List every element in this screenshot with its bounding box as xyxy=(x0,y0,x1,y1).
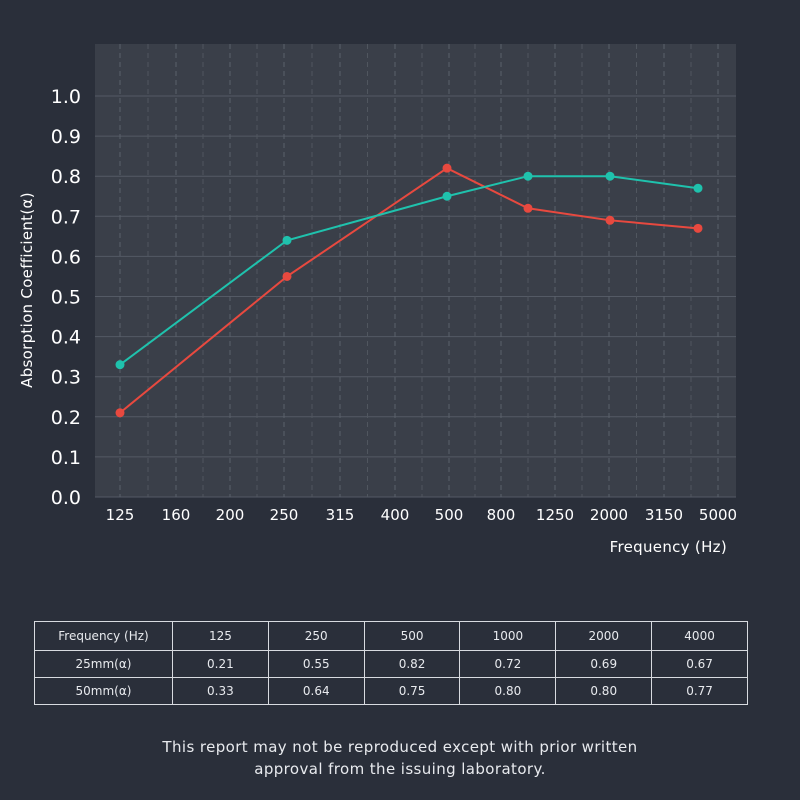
x-tick-label: 400 xyxy=(381,506,410,524)
x-tick-label: 250 xyxy=(270,506,299,524)
y-tick-label: 0.7 xyxy=(51,206,81,228)
disclaimer-footer: This report may not be reproduced except… xyxy=(0,736,800,780)
data-point xyxy=(282,271,292,281)
data-point xyxy=(693,183,703,193)
table-cell: 0.82 xyxy=(363,650,461,678)
table-cell: 0.80 xyxy=(459,677,557,705)
table-header-cell: 1000 xyxy=(459,621,557,651)
x-tick-label: 5000 xyxy=(699,506,737,524)
table-cell: 25mm(α) xyxy=(34,650,173,678)
table-header-row: Frequency (Hz) 125 250 500 1000 2000 400… xyxy=(34,621,748,651)
table-cell: 0.72 xyxy=(459,650,557,678)
disclaimer-line: approval from the issuing laboratory. xyxy=(254,760,546,778)
table-cell: 0.77 xyxy=(651,677,748,705)
table-cell: 0.75 xyxy=(363,677,461,705)
disclaimer-line: This report may not be reproduced except… xyxy=(162,738,638,756)
data-point xyxy=(523,171,533,181)
y-tick-label: 0.1 xyxy=(51,447,81,469)
data-table: Frequency (Hz) 125 250 500 1000 2000 400… xyxy=(34,621,748,705)
x-tick-label: 125 xyxy=(106,506,135,524)
absorption-chart: 0.0 0.1 0.2 0.3 0.4 0.5 0.6 0.7 0.8 0.9 1.0 125 160… xyxy=(18,44,737,556)
series-line-1 xyxy=(119,167,699,414)
x-axis-ticks: 125 160 200 250 315 400 500 800 1250 2000 3150 5000 xyxy=(106,506,737,524)
data-point xyxy=(605,215,615,225)
table-row: 25mm(α) 0.21 0.55 0.82 0.72 0.69 0.67 xyxy=(34,650,748,678)
data-point xyxy=(282,235,292,245)
data-point xyxy=(523,203,533,213)
y-tick-label: 0.6 xyxy=(51,246,81,268)
series-line-2 xyxy=(119,175,699,366)
x-tick-label: 3150 xyxy=(645,506,683,524)
y-axis-ticks: 0.0 0.1 0.2 0.3 0.4 0.5 0.6 0.7 0.8 0.9 1.0 xyxy=(51,86,81,509)
plot-area xyxy=(95,44,736,497)
x-tick-label: 2000 xyxy=(590,506,628,524)
table-cell: 0.33 xyxy=(172,677,269,705)
y-tick-label: 0.2 xyxy=(51,407,81,429)
table-row: 50mm(α) 0.33 0.64 0.75 0.80 0.80 0.77 xyxy=(34,677,748,705)
x-tick-label: 800 xyxy=(487,506,516,524)
table-header-cell: 500 xyxy=(363,621,461,651)
table-cell: 0.64 xyxy=(267,677,365,705)
table-cell: 50mm(α) xyxy=(34,677,173,705)
y-tick-label: 0.8 xyxy=(51,166,81,188)
y-tick-label: 0.3 xyxy=(51,367,81,389)
y-tick-label: 0.5 xyxy=(51,287,81,309)
y-tick-label: 0.9 xyxy=(51,126,81,148)
x-tick-label: 160 xyxy=(162,506,191,524)
data-point xyxy=(115,360,125,370)
series xyxy=(115,163,703,418)
table-header-cell: 125 xyxy=(172,621,269,651)
x-axis-label: Frequency (Hz) xyxy=(610,538,727,556)
table-cell: 0.55 xyxy=(267,650,365,678)
table-cell: 0.69 xyxy=(555,650,653,678)
y-tick-label: 1.0 xyxy=(51,86,81,108)
x-tick-label: 1250 xyxy=(536,506,574,524)
table-cell: 0.80 xyxy=(555,677,653,705)
y-tick-label: 0.4 xyxy=(51,327,81,349)
table-cell: 0.21 xyxy=(172,650,269,678)
data-point xyxy=(442,191,452,201)
y-axis-label: Absorption Coefficient(α) xyxy=(18,192,36,388)
table-cell: 0.67 xyxy=(651,650,748,678)
table-header-cell: Frequency (Hz) xyxy=(34,621,173,651)
data-point xyxy=(442,163,452,173)
y-tick-label: 0.0 xyxy=(51,487,81,509)
x-tick-label: 315 xyxy=(326,506,355,524)
x-tick-label: 200 xyxy=(216,506,245,524)
grid xyxy=(95,44,736,498)
data-point xyxy=(693,223,703,233)
data-point xyxy=(605,171,615,181)
table-header-cell: 2000 xyxy=(555,621,653,651)
data-point xyxy=(115,408,125,418)
x-tick-label: 500 xyxy=(435,506,464,524)
table-header-cell: 250 xyxy=(267,621,365,651)
table-header-cell: 4000 xyxy=(651,621,748,651)
